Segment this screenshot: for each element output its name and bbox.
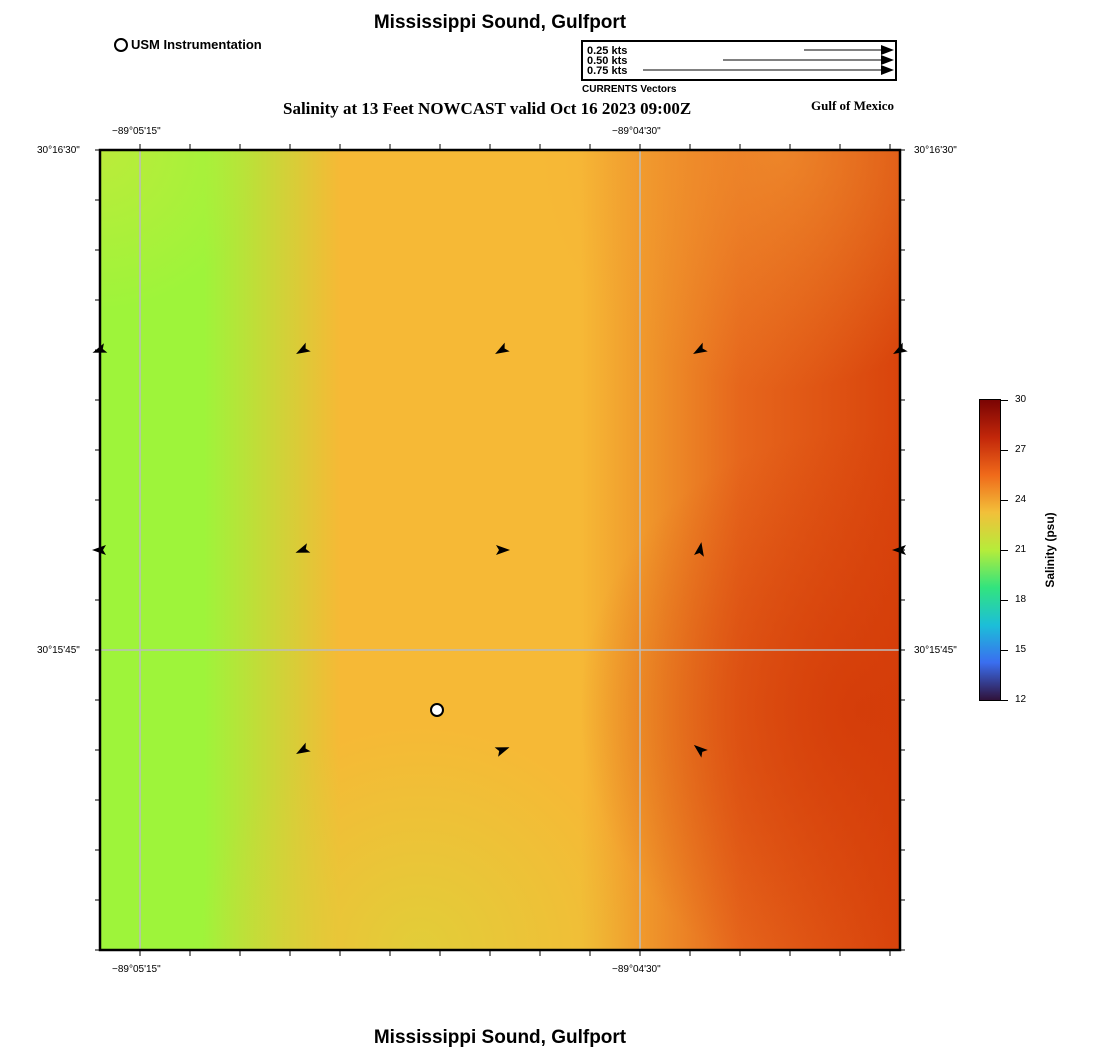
current-vector-arrow xyxy=(693,342,708,354)
current-vector-arrow xyxy=(694,542,704,557)
station-legend-label: USM Instrumentation xyxy=(131,37,262,52)
map-title: Mississippi Sound, Gulfport xyxy=(373,12,627,33)
bottom-lon-label-1: −89°05'15" xyxy=(112,964,161,975)
station-marker-icon xyxy=(114,37,128,52)
right-lat-label-1: 30°16'30" xyxy=(914,145,957,156)
vector-legend-label-1: 0.25 kts xyxy=(587,45,628,57)
region-label: Gulf of Mexico xyxy=(811,98,895,113)
vector-legend: 0.25 kts 0.50 kts 0.75 kts xyxy=(581,40,897,81)
colorbar xyxy=(979,399,1001,701)
colorbar-tick-mark xyxy=(1000,500,1008,501)
vector-legend-arrows xyxy=(643,45,894,75)
usm-station-marker xyxy=(430,703,444,717)
colorbar-tick-mark xyxy=(1000,650,1008,651)
left-lat-label-2: 30°15'45" xyxy=(37,645,80,656)
colorbar-tick-mark xyxy=(1000,600,1008,601)
colorbar-fill xyxy=(980,400,1000,700)
current-vectors xyxy=(92,342,908,758)
colorbar-tick-label: 27 xyxy=(1015,444,1027,455)
top-lon-label-1: −89°05'15" xyxy=(112,126,161,137)
vector-legend-label-3: 0.75 kts xyxy=(587,65,628,77)
graticule xyxy=(100,150,900,950)
vector-legend-arrow-3 xyxy=(643,65,894,75)
current-vector-arrow xyxy=(295,543,311,553)
colorbar-tick-label: 15 xyxy=(1015,644,1027,655)
colorbar-tick-mark xyxy=(1000,450,1008,451)
current-vector-arrow xyxy=(496,545,510,555)
vector-legend-arrow-2 xyxy=(723,55,894,65)
current-vector-arrow xyxy=(494,747,510,757)
vector-legend-label-2: 0.50 kts xyxy=(587,55,628,67)
current-vector-arrow xyxy=(693,744,708,758)
top-lon-label-2: −89°04'30" xyxy=(612,126,661,137)
colorbar-tick-mark xyxy=(1000,700,1008,701)
colorbar-tick-label: 18 xyxy=(1015,594,1027,605)
station-legend: USM Instrumentation xyxy=(114,37,262,52)
current-vector-arrow xyxy=(296,342,311,354)
vector-legend-title: CURRENTS Vectors xyxy=(582,84,677,95)
right-lat-label-2: 30°15'45" xyxy=(914,645,957,656)
colorbar-title: Salinity (psu) xyxy=(1043,512,1057,588)
left-lat-label-1: 30°16'30" xyxy=(37,145,80,156)
vector-legend-arrow-1 xyxy=(804,45,894,55)
colorbar-tick-mark xyxy=(1000,400,1008,401)
bottom-lon-label-2: −89°04'30" xyxy=(612,964,661,975)
current-vector-arrow xyxy=(495,342,510,354)
footer-title: Mississippi Sound, Gulfport xyxy=(373,1027,627,1048)
colorbar-tick-label: 21 xyxy=(1015,544,1027,555)
colorbar-tick-mark xyxy=(1000,550,1008,551)
colorbar-tick-label: 30 xyxy=(1015,394,1027,405)
current-vector-arrow xyxy=(296,742,311,754)
colorbar-tick-label: 12 xyxy=(1015,694,1027,705)
frame-ticks xyxy=(95,144,905,956)
map-subtitle: Salinity at 13 Feet NOWCAST valid Oct 16… xyxy=(283,99,692,118)
colorbar-tick-label: 24 xyxy=(1015,494,1027,505)
